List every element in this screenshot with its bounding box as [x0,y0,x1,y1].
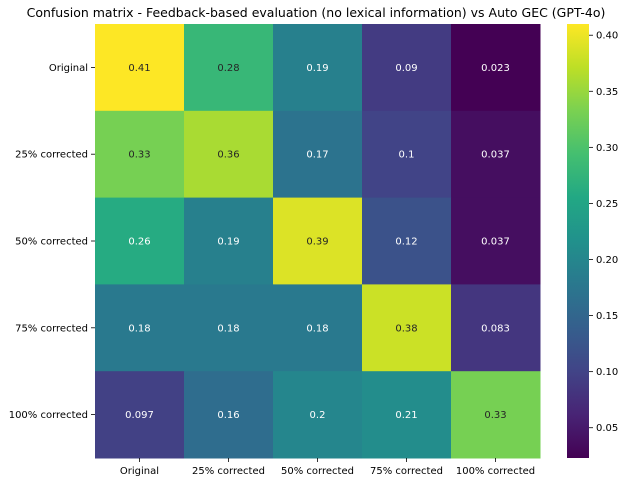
heatmap-cell [184,371,274,459]
heatmap-cell [184,110,274,199]
y-tick-label: 75% corrected [15,323,88,334]
heatmap-cell [95,197,185,285]
colorbar-tick-label: 0.40 [596,31,618,42]
cell-value-label: 0.33 [128,150,150,161]
colorbar-tick-label: 0.35 [596,87,618,98]
heatmap-cell [362,24,452,112]
colorbar-tick-label: 0.15 [596,311,618,322]
cell-value-label: 0.2 [310,410,326,421]
colorbar: 0.05 0.10 0.15 0.20 0.25 0.30 0.35 0.40 [567,24,618,458]
heatmap-cell [184,284,274,372]
y-tick-label: 100% corrected [9,410,88,421]
heatmap-cell [273,110,363,199]
heatmap-cell [362,371,452,459]
colorbar-tick-label: 0.05 [596,423,618,434]
heatmap-cell [273,24,363,112]
cell-value-label: 0.1 [399,150,415,161]
colorbar-tick-label: 0.20 [596,255,618,266]
heatmap-cell [184,24,274,112]
heatmap-cell [362,284,452,372]
colorbar-tick-label: 0.10 [596,367,618,378]
cell-value-label: 0.19 [306,63,328,74]
cell-value-label: 0.17 [306,150,328,161]
y-axis: Original 25% corrected 50% corrected 75% co… [9,63,95,421]
cell-value-label: 0.41 [128,63,150,74]
colorbar-gradient [567,24,589,458]
x-tick-label: 25% corrected [192,466,265,477]
heatmap-cell-labels: 0.41 0.28 0.19 0.09 0.023 0.33 0.36 0.17 0.1 0.03… [125,63,510,421]
cell-value-label: 0.037 [481,237,510,248]
colorbar-tick-label: 0.25 [596,199,618,210]
heatmap-cell [451,197,541,285]
x-axis: Original 25% corrected 50% corrected 75% co… [120,458,535,477]
cell-value-label: 0.18 [128,323,150,334]
cell-value-label: 0.26 [128,237,150,248]
colorbar-tick-label: 0.30 [596,143,618,154]
x-tick-label: 75% corrected [370,466,443,477]
heatmap-cell [451,24,541,112]
cell-value-label: 0.36 [217,150,239,161]
cell-value-label: 0.09 [395,63,417,74]
heatmap-cell [184,197,274,285]
y-tick-label: 50% corrected [15,237,88,248]
cell-value-label: 0.023 [481,63,510,74]
y-tick-label: 25% corrected [15,150,88,161]
y-tick-label: Original [49,63,88,74]
cell-value-label: 0.12 [395,237,417,248]
heatmap-cell [273,284,363,372]
x-tick-label: Original [120,466,159,477]
heatmap-cell [95,371,185,459]
chart-title: Confusion matrix - Feedback-based evalua… [27,5,606,20]
heatmap-cell [362,110,452,199]
heatmap-cell [95,24,185,112]
cell-value-label: 0.083 [481,323,510,334]
x-tick-label: 50% corrected [281,466,354,477]
heatmap-cells [95,24,541,459]
heatmap-cell [451,371,541,459]
cell-value-label: 0.28 [217,63,239,74]
cell-value-label: 0.38 [395,323,417,334]
cell-value-label: 0.16 [217,410,239,421]
x-tick-label: 100% corrected [456,466,535,477]
cell-value-label: 0.33 [484,410,506,421]
heatmap-cell [451,110,541,199]
heatmap-cell [95,284,185,372]
cell-value-label: 0.18 [217,323,239,334]
cell-value-label: 0.19 [217,237,239,248]
cell-value-label: 0.21 [395,410,417,421]
heatmap-cell [273,197,363,285]
cell-value-label: 0.18 [306,323,328,334]
cell-value-label: 0.037 [481,150,510,161]
heatmap-cell [451,284,541,372]
cell-value-label: 0.097 [125,410,154,421]
cell-value-label: 0.39 [306,237,328,248]
heatmap-cell [273,371,363,459]
heatmap-cell [362,197,452,285]
heatmap-cell [95,110,185,199]
